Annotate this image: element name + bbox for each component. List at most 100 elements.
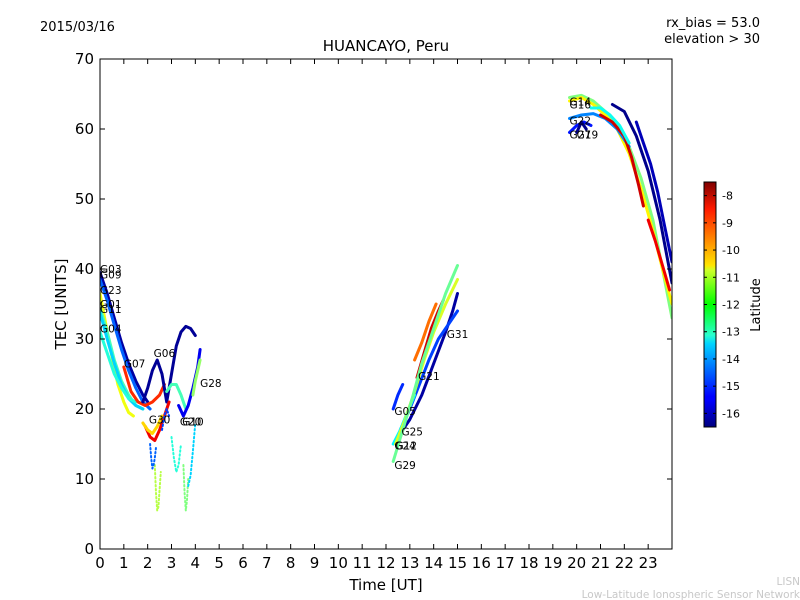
x-tick-label: 6 <box>238 554 248 572</box>
chart-title: HUANCAYO, Peru <box>323 37 449 55</box>
sat-label-G31: G31 <box>447 329 469 341</box>
sat-label-G25: G25 <box>401 426 423 438</box>
series-D1 <box>610 103 672 285</box>
x-tick-label: 18 <box>519 554 538 572</box>
x-tick-label: 16 <box>472 554 491 572</box>
sat-label-G09: G09 <box>100 270 122 282</box>
series-S2 <box>149 443 157 470</box>
x-tick-label: 10 <box>329 554 348 572</box>
watermark-line2: Low-Latitude Ionospheric Sensor Network <box>582 589 800 600</box>
series-D4 <box>646 218 672 292</box>
series-G04 <box>100 330 138 404</box>
series-G09 <box>100 278 152 411</box>
series-G20 <box>165 383 188 411</box>
x-tick-label: 15 <box>448 554 467 572</box>
sat-label-G21: G21 <box>418 371 440 383</box>
series-G19 <box>575 120 588 134</box>
x-tick-label: 0 <box>95 554 105 572</box>
x-axis-label: Time [UT] <box>348 576 422 594</box>
series-G11 <box>100 310 145 411</box>
colorbar-tick-label: -14 <box>722 353 740 366</box>
sat-label-G01: G01 <box>100 299 122 311</box>
y-tick-label: 30 <box>75 330 94 348</box>
sat-label-G16: G16 <box>570 100 592 112</box>
colorbar-tick-label: -15 <box>722 380 740 393</box>
x-tick-label: 5 <box>214 554 224 572</box>
sat-label-G07: G07 <box>124 359 146 371</box>
x-tick-label: 9 <box>310 554 320 572</box>
x-tick-label: 3 <box>167 554 177 572</box>
sat-label-G14: G14 <box>570 97 592 109</box>
elevation-label: elevation > 30 <box>664 32 760 47</box>
axis-ticks: 0 1 2 3 4 5 6 7 8 9 10 11 12 13 14 15 16 17 18 19 20 21 22 2301… <box>75 50 672 572</box>
colorbar-tick-label: -11 <box>722 271 740 284</box>
series-S4 <box>182 464 190 512</box>
series-D2 <box>599 113 645 208</box>
sat-label-G20: G20 <box>180 417 202 429</box>
x-tick-label: 14 <box>424 554 443 572</box>
x-tick-label: 7 <box>262 554 272 572</box>
sat-label-G22: G22 <box>570 116 592 128</box>
series-D3 <box>634 120 672 264</box>
sat-label-G11: G11 <box>100 304 122 316</box>
series-G21b <box>413 302 438 362</box>
series-G30b <box>141 414 164 435</box>
series-G07 <box>122 365 166 407</box>
x-tick-label: 11 <box>353 554 372 572</box>
x-tick-label: 4 <box>191 554 201 572</box>
sat-label-G27: G27 <box>570 130 592 142</box>
y-axis-label: TEC [UNITS] <box>52 259 70 351</box>
colorbar-tick-label: -9 <box>722 217 733 230</box>
sat-label-G04: G04 <box>100 324 122 336</box>
y-tick-label: 40 <box>75 260 94 278</box>
series-G31 <box>396 292 459 439</box>
series-D5 <box>589 106 631 145</box>
series-S3 <box>170 436 182 473</box>
sat-label-G10: G10 <box>182 417 204 429</box>
x-tick-label: 19 <box>543 554 562 572</box>
x-tick-label: 20 <box>567 554 586 572</box>
x-tick-label: 1 <box>119 554 129 572</box>
series-S1 <box>153 464 162 512</box>
sat-label-G30: G30 <box>149 415 171 427</box>
colorbar-tick-label: -12 <box>722 299 740 312</box>
colorbar-tick-label: -16 <box>722 407 740 420</box>
sat-label-G06: G06 <box>154 348 176 360</box>
series-G03 <box>100 271 150 404</box>
series-layer <box>100 93 672 512</box>
sat-label-G28: G28 <box>200 378 222 390</box>
x-tick-label: 22 <box>615 554 634 572</box>
series-S5 <box>187 422 197 487</box>
x-tick-label: 17 <box>496 554 515 572</box>
colorbar-tick-label: -8 <box>722 190 733 203</box>
x-tick-label: 8 <box>286 554 296 572</box>
sat-label-G12: G12 <box>396 440 418 452</box>
colorbar-tick-label: -10 <box>722 244 740 257</box>
date-label: 2015/03/16 <box>40 20 115 35</box>
sat-label-G03: G03 <box>100 264 122 276</box>
sat-label-G19: G19 <box>577 130 599 142</box>
series-S6 <box>161 408 171 431</box>
x-tick-label: 23 <box>639 554 658 572</box>
colorbar-ticks: -8 -9 -10 -11 -12 -13 -14 -15 -16 <box>704 190 740 420</box>
rx-bias-label: rx_bias = 53.0 <box>666 16 760 31</box>
x-tick-label: 21 <box>591 554 610 572</box>
y-tick-label: 0 <box>84 540 94 558</box>
series-G10 <box>177 348 202 418</box>
colorbar-label: Latitude <box>749 278 764 332</box>
y-tick-label: 70 <box>75 50 94 68</box>
y-tick-label: 50 <box>75 190 94 208</box>
x-tick-label: 13 <box>400 554 419 572</box>
sat-label-G23: G23 <box>100 285 122 297</box>
colorbar-tick-label: -13 <box>722 326 740 339</box>
y-tick-label: 20 <box>75 400 94 418</box>
sat-label-G05: G05 <box>394 406 416 418</box>
series-G29 <box>391 264 459 463</box>
watermark-line1: LISN <box>777 576 800 588</box>
sat-label-G24: G24 <box>394 440 416 452</box>
y-tick-label: 10 <box>75 470 94 488</box>
series-G28 <box>191 358 202 397</box>
x-tick-label: 12 <box>376 554 395 572</box>
x-tick-label: 2 <box>143 554 153 572</box>
